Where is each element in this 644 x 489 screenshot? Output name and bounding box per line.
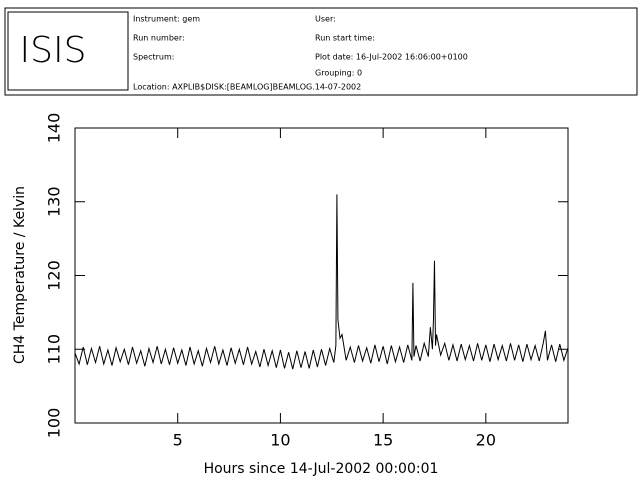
y-tick-label: 110 xyxy=(45,334,64,365)
header-field: Run start time: xyxy=(315,34,375,43)
x-tick-label: 20 xyxy=(476,431,496,450)
x-tick-label: 15 xyxy=(373,431,393,450)
header-field: Location: AXPLIB$DISK:[BEAMLOG]BEAMLOG.1… xyxy=(133,83,361,92)
header-box xyxy=(4,7,638,96)
data-line xyxy=(74,194,569,370)
x-tick-label: 10 xyxy=(270,431,290,450)
header-field: Spectrum: xyxy=(133,53,174,62)
y-axis-label: CH4 Temperature / Kelvin xyxy=(12,186,28,364)
plot-frame xyxy=(74,127,569,424)
logo: ISIS xyxy=(20,30,87,71)
x-axis-label: Hours since 14-Jul-2002 00:00:01 xyxy=(204,461,439,477)
x-tick-label: 5 xyxy=(173,431,183,450)
header-field: Run number: xyxy=(133,34,185,43)
header-field: User: xyxy=(315,15,336,24)
header-field: Plot date: 16-Jul-2002 16:06:00+0100 xyxy=(315,53,468,62)
y-tick-label: 100 xyxy=(45,408,64,439)
y-tick-label: 130 xyxy=(45,186,64,217)
logo-box xyxy=(7,11,129,91)
y-tick-label: 120 xyxy=(45,260,64,291)
header-field: Grouping: 0 xyxy=(315,69,362,78)
header-field: Instrument: gem xyxy=(133,15,200,24)
y-tick-label: 140 xyxy=(45,113,64,144)
